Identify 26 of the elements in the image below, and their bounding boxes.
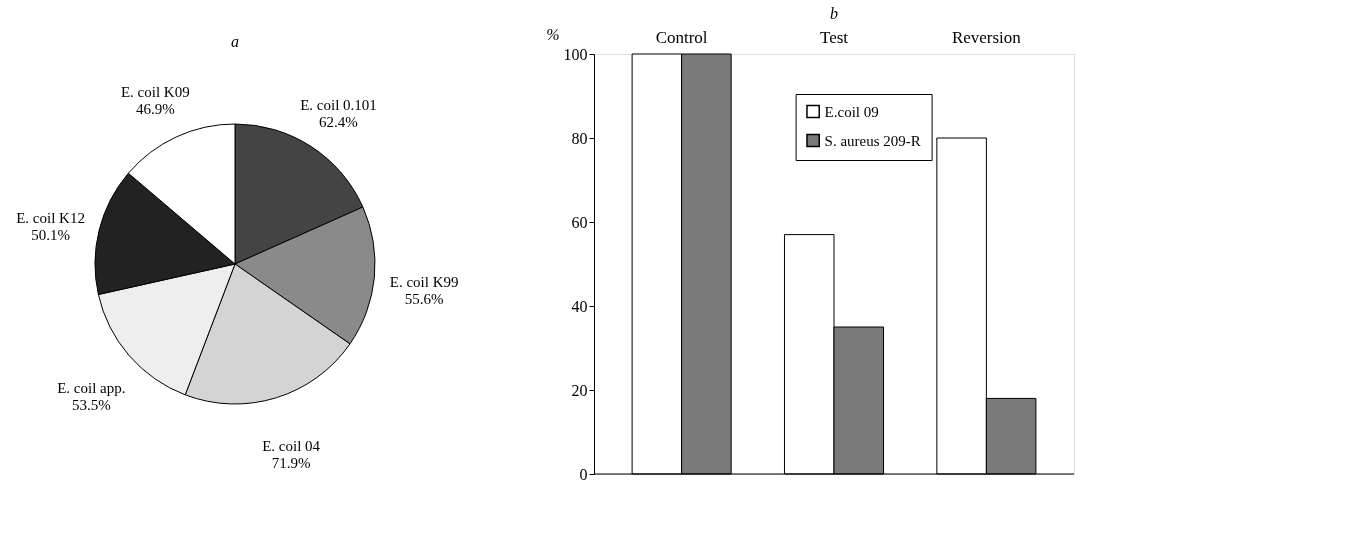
data-label: 50.1% bbox=[31, 227, 70, 244]
y-axis-title: % bbox=[546, 25, 560, 43]
legend-label: S. aureus 209-R bbox=[824, 132, 921, 149]
slice-label: E. coil 0.101 bbox=[300, 96, 377, 113]
data-label: 53.5% bbox=[71, 397, 111, 414]
slice-label: E. coil K09 bbox=[120, 83, 190, 100]
x-tick-label: Test bbox=[819, 27, 849, 47]
x-tick-label: Reversion bbox=[951, 27, 1022, 47]
data-label: 71.9% bbox=[271, 454, 311, 471]
y-tick-label: 0 bbox=[579, 465, 588, 483]
x-tick-label: Control bbox=[655, 27, 708, 47]
y-tick-label: 20 bbox=[571, 381, 588, 399]
y-tick-label: 60 bbox=[571, 213, 588, 231]
data-label: 55.6% bbox=[404, 290, 444, 307]
y-tick-label: 100 bbox=[563, 45, 588, 63]
data-label: 46.9% bbox=[135, 100, 175, 117]
slice-label: E. coil app. bbox=[57, 380, 126, 397]
data-label: 62.4% bbox=[319, 113, 358, 130]
y-tick-label: 80 bbox=[571, 129, 588, 147]
chart-title: a bbox=[231, 33, 239, 50]
chart-title: b bbox=[830, 5, 838, 22]
legend-label: E.coil 09 bbox=[824, 103, 879, 120]
slice-label: E. coil K12 bbox=[16, 210, 85, 227]
y-tick-label: 40 bbox=[571, 297, 588, 315]
slice-label: E. coil 04 bbox=[262, 437, 321, 454]
slice-label: E. coil K99 bbox=[389, 273, 459, 290]
